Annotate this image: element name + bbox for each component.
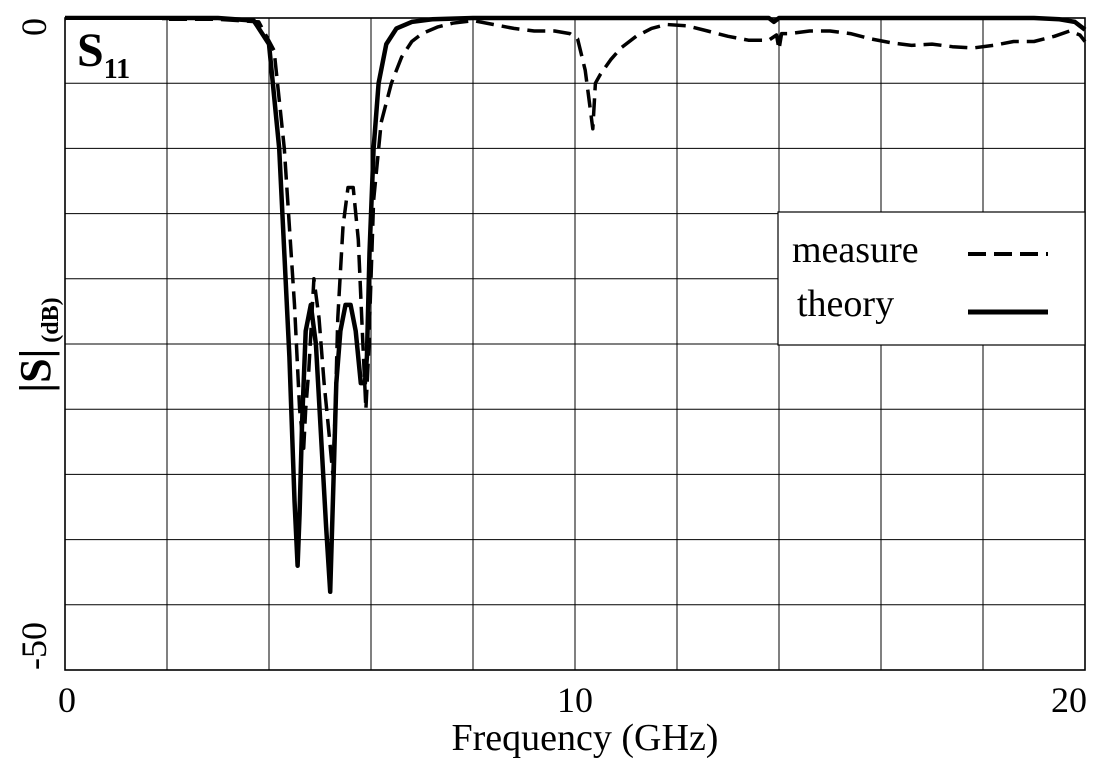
legend-label-measure: measure: [792, 229, 919, 271]
panel-label-sub: 11: [104, 54, 130, 85]
series-line-theory: [65, 15, 1087, 595]
legend-label-theory: theory: [797, 283, 894, 325]
legend-box: [777, 211, 1086, 346]
legend: measure theory: [777, 211, 1086, 346]
y-tick-label: -50: [14, 622, 54, 670]
grid: [65, 18, 1085, 670]
y-tick-labels: 0 -50: [14, 18, 54, 670]
series-line-measure: [65, 16, 1087, 477]
x-tick-label: 10: [557, 680, 593, 720]
x-axis-title: Frequency (GHz): [452, 717, 719, 759]
x-tick-labels: 0 10 20: [58, 680, 1087, 720]
panel-label: S11: [66, 20, 162, 85]
x-tick-label: 20: [1051, 680, 1087, 720]
y-axis-title-main: |S|: [11, 349, 60, 393]
y-axis-title-sub: (dB): [38, 297, 64, 342]
y-axis-title: |S| (dB): [11, 297, 64, 392]
svg-text:|S|(dB): |S| (dB): [11, 297, 64, 392]
x-tick-label: 0: [58, 680, 76, 720]
y-tick-label: 0: [14, 18, 54, 36]
panel-label-main: S: [77, 24, 104, 77]
series-layer: [65, 15, 1087, 595]
svg-text:S11: S11: [77, 24, 130, 85]
